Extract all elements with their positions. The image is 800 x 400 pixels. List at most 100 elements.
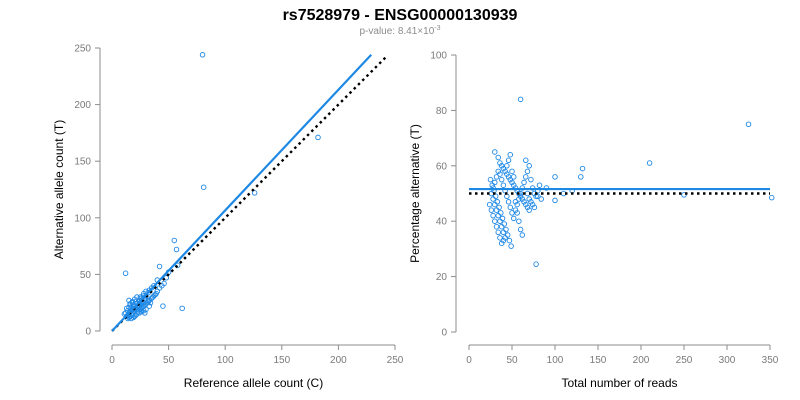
panel-percentage-alternative: 0 50 100 150 200 250 300 350 0 20 40 60 80 100 Total n… (408, 51, 779, 391)
y-tick-label: 60 (436, 161, 448, 172)
data-point (488, 190, 495, 197)
data-point (501, 221, 508, 227)
data-point (516, 218, 522, 224)
data-point (529, 185, 536, 191)
data-point (504, 232, 511, 238)
data-point (146, 303, 153, 309)
data-point (507, 151, 514, 158)
data-point (500, 237, 507, 244)
data-point (497, 160, 503, 166)
data-point (500, 229, 507, 236)
data-point (199, 52, 206, 58)
data-point (497, 171, 503, 177)
fit-line (111, 54, 373, 332)
data-point (493, 174, 500, 180)
data-point (490, 185, 496, 191)
x-tick-label: 250 (676, 355, 693, 366)
data-point (126, 297, 132, 304)
data-point (502, 235, 508, 241)
data-point (495, 168, 501, 175)
data-point (488, 207, 495, 213)
data-point (517, 193, 524, 200)
data-point (504, 171, 510, 177)
x-tick-label: 200 (330, 355, 347, 366)
data-point (519, 185, 526, 191)
data-point (506, 237, 513, 244)
data-point (497, 218, 503, 224)
x-tick-label: 250 (387, 355, 404, 366)
data-point (504, 163, 510, 169)
data-point (521, 199, 527, 205)
data-point (492, 179, 498, 186)
x-tick-label: 50 (163, 355, 175, 366)
data-point (493, 223, 500, 230)
chart-title: rs7528979 - ENSG00000130939 (283, 7, 518, 24)
reference-line (111, 56, 387, 332)
data-point (498, 163, 505, 169)
data-point (505, 157, 512, 164)
data-point (251, 190, 258, 196)
data-point (495, 229, 501, 236)
data-point (579, 165, 586, 172)
data-point (499, 215, 506, 222)
data-point (508, 243, 514, 249)
data-point (538, 196, 544, 202)
data-point (524, 168, 531, 175)
subtitle-text: p-value: 8.41×10 (359, 26, 434, 37)
data-point (507, 176, 514, 183)
data-point (523, 174, 529, 180)
data-point (512, 207, 519, 213)
data-point (173, 246, 180, 253)
data-point (514, 210, 520, 216)
data-point (495, 154, 501, 161)
panel-allele-counts: 0 50 100 150 200 250 0 50 100 150 200 250 Reference … (52, 44, 404, 391)
chart-subtitle: p-value: 8.41×10-3 (359, 25, 440, 37)
y-tick-label: 100 (74, 213, 91, 224)
data-point (171, 237, 178, 244)
data-point (529, 201, 536, 208)
data-point (531, 204, 538, 211)
data-point (160, 303, 166, 309)
data-point (768, 194, 775, 201)
x-tick-label: 100 (217, 355, 234, 366)
data-point (315, 134, 321, 141)
data-point (536, 182, 543, 188)
subtitle-exponent: -3 (434, 25, 440, 32)
data-point (493, 207, 500, 213)
data-point (492, 218, 498, 224)
data-point (519, 232, 526, 238)
data-point (200, 184, 207, 190)
data-point (510, 215, 517, 222)
data-point (519, 196, 526, 202)
data-point (514, 201, 520, 208)
data-point (495, 212, 501, 219)
y-tick-label: 40 (436, 217, 448, 228)
data-point (161, 280, 167, 287)
x-axis-title: Total number of reads (561, 376, 677, 390)
data-point (509, 210, 515, 216)
data-point (507, 204, 514, 211)
data-point (486, 201, 493, 208)
data-point (523, 157, 529, 164)
data-point (526, 207, 532, 213)
data-point (512, 185, 519, 191)
data-point (490, 196, 496, 202)
data-point (510, 182, 517, 188)
data-point (142, 310, 148, 316)
y-tick-label: 250 (74, 44, 91, 55)
data-point (498, 176, 505, 183)
x-tick-label: 200 (633, 355, 650, 366)
data-point (156, 263, 163, 270)
y-tick-label: 150 (74, 157, 91, 168)
x-tick-label: 0 (109, 355, 115, 366)
data-point (521, 179, 527, 186)
x-tick-label: 300 (719, 355, 736, 366)
data-point (497, 235, 503, 241)
data-point (517, 226, 524, 233)
data-point (552, 174, 558, 180)
x-tick-label: 100 (547, 355, 564, 366)
x-tick-label: 50 (506, 355, 518, 366)
data-point (498, 240, 505, 247)
data-point (543, 185, 550, 191)
data-point (509, 179, 515, 186)
